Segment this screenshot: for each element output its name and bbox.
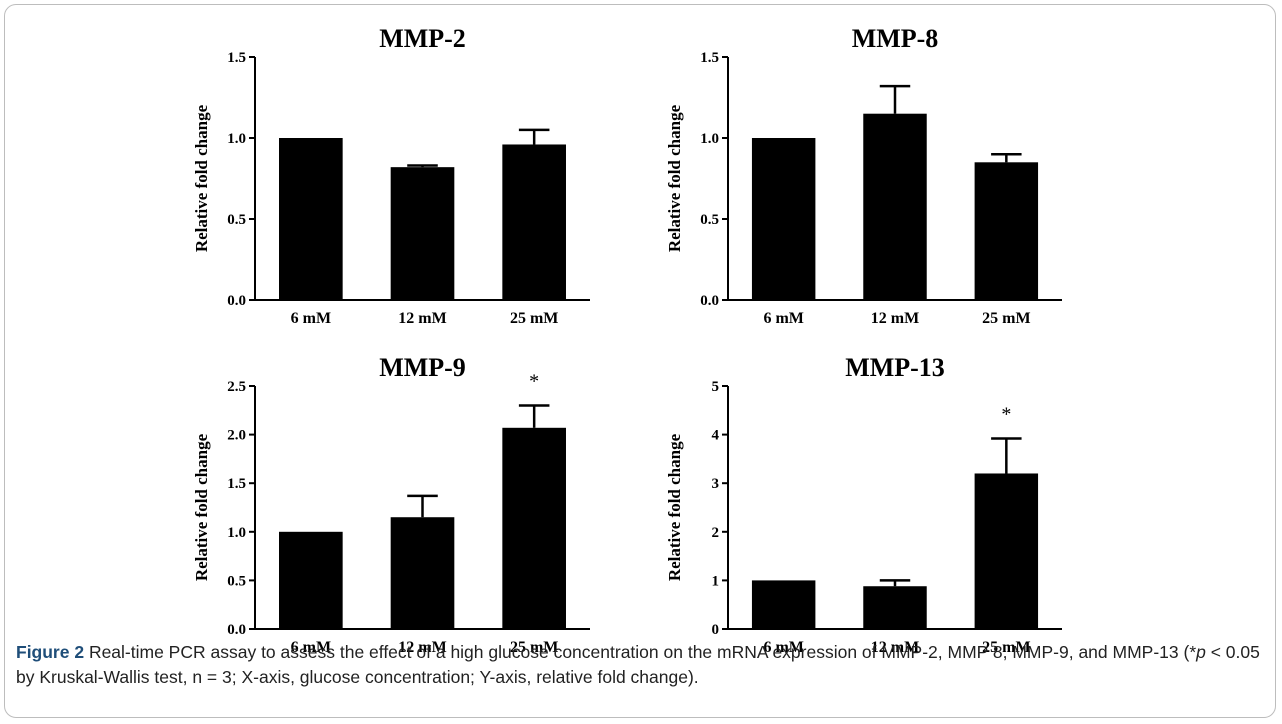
chart-4-x-tick-label-1: 6 mM [763, 639, 803, 656]
chart-3-bar-3 [502, 427, 566, 629]
chart-4-x-tick-label-3: 25 mM [982, 639, 1030, 656]
chart-4-y-axis-label: Relative fold change [665, 433, 684, 581]
chart-3-y-tick-label: 1.0 [227, 525, 246, 541]
chart-2-y-tick-label: 1.0 [700, 131, 719, 147]
chart-3-y-tick-label: 2.5 [227, 379, 246, 395]
chart-3-y-tick-label: 0.0 [227, 622, 246, 638]
chart-4-title: MMP-13 [845, 353, 945, 382]
chart-1-bar-2 [390, 167, 455, 300]
caption-text-1: Real-time PCR assay to assess the effect… [84, 642, 1197, 662]
chart-4-x-tick-label-2: 12 mM [871, 639, 919, 656]
chart-4-bar-1 [751, 580, 816, 629]
chart-4-y-tick-label: 1 [712, 573, 720, 589]
chart-3-title: MMP-9 [379, 353, 466, 382]
chart-1-x-tick-label-2: 12 mM [398, 310, 446, 327]
chart-1-x-tick-label-1: 6 mM [291, 310, 331, 327]
figure-caption: Figure 2 Real-time PCR assay to assess t… [16, 640, 1266, 690]
chart-3-x-tick-label-1: 6 mM [291, 639, 331, 656]
chart-1-y-tick-label: 0.0 [227, 293, 246, 309]
chart-3-y-axis-label: Relative fold change [192, 433, 211, 581]
chart-3-significance-3: * [529, 370, 539, 392]
chart-2-bar-1 [751, 138, 816, 300]
chart-2-y-axis-label: Relative fold change [665, 104, 684, 252]
chart-2-x-tick-label-1: 6 mM [763, 310, 803, 327]
chart-1-bar-3 [502, 144, 566, 300]
caption-text-2: < 0.05 by Kruskal-Wallis test, n = 3; X-… [16, 642, 1260, 687]
chart-4-y-tick-label: 0 [712, 622, 720, 638]
chart-2-x-tick-label-2: 12 mM [871, 310, 919, 327]
chart-3-x-tick-label-2: 12 mM [398, 639, 446, 656]
chart-3-bar-2 [390, 517, 455, 629]
chart-4-y-tick-label: 4 [712, 428, 720, 444]
chart-1-y-axis-label: Relative fold change [192, 104, 211, 252]
chart-2-title: MMP-8 [852, 24, 939, 53]
chart-4-significance-3: * [1001, 403, 1011, 425]
chart-3-bar-1 [279, 531, 343, 629]
chart-2-y-tick-label: 0.5 [700, 212, 719, 228]
chart-1-x-tick-label-3: 25 mM [510, 310, 558, 327]
chart-3-y-tick-label: 2.0 [227, 428, 246, 444]
chart-4-bar-2 [863, 586, 927, 629]
chart-1-y-tick-label: 0.5 [227, 212, 246, 228]
chart-3-y-tick-label: 1.5 [227, 476, 246, 492]
chart-2-y-tick-label: 0.0 [700, 293, 719, 309]
caption-label: Figure 2 [16, 642, 85, 662]
chart-1-bar-1 [279, 138, 343, 300]
chart-1-y-tick-label: 1.5 [227, 50, 246, 66]
figure-frame [4, 4, 1276, 718]
chart-3-x-tick-label-3: 25 mM [510, 639, 558, 656]
chart-4-y-tick-label: 2 [712, 525, 720, 541]
chart-2-x-tick-label-3: 25 mM [982, 310, 1030, 327]
caption-p-symbol: p [1196, 642, 1206, 662]
chart-1-title: MMP-2 [379, 24, 466, 53]
chart-2-bar-2 [863, 113, 927, 300]
chart-2-y-tick-label: 1.5 [700, 50, 719, 66]
chart-2-bar-3 [974, 162, 1039, 300]
chart-3-y-tick-label: 0.5 [227, 573, 246, 589]
chart-4-bar-3 [974, 473, 1039, 629]
chart-4-y-tick-label: 5 [712, 379, 720, 395]
chart-4-y-tick-label: 3 [712, 476, 720, 492]
chart-1-y-tick-label: 1.0 [227, 131, 246, 147]
